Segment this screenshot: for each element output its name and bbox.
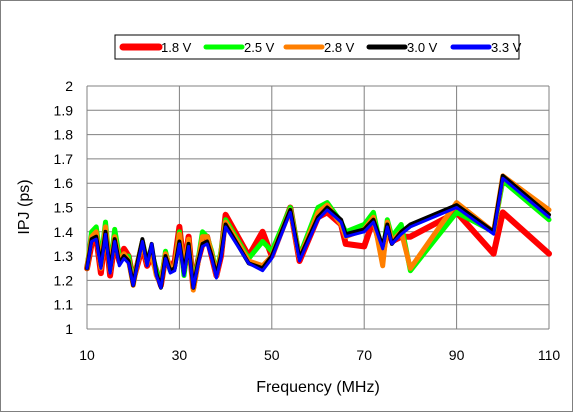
legend-label: 1.8 V xyxy=(161,40,192,55)
y-tick-label: 1.6 xyxy=(54,175,74,191)
x-tick-label: 30 xyxy=(172,347,188,363)
y-tick-label: 1.5 xyxy=(54,200,74,216)
y-tick-label: 2 xyxy=(65,78,73,94)
x-tick-label: 50 xyxy=(264,347,280,363)
x-tick-label: 70 xyxy=(356,347,372,363)
x-tick-label: 110 xyxy=(538,347,561,363)
legend-label: 2.5 V xyxy=(244,40,275,55)
y-tick-label: 1.2 xyxy=(54,272,74,288)
y-axis-title: IPJ (ps) xyxy=(16,179,33,234)
series-line-3-3-V xyxy=(85,176,551,290)
y-tick-label: 1.1 xyxy=(54,297,74,313)
y-tick-label: 1.4 xyxy=(54,224,74,240)
series-layer xyxy=(84,173,552,293)
y-tick-label: 1.7 xyxy=(54,151,74,167)
y-tick-labels: 1 1.1 1.2 1.3 1.4 1.5 1.6 1.7 1.8 1.9 2 xyxy=(54,78,74,337)
y-tick-label: 1.8 xyxy=(54,127,74,143)
legend-label: 3.3 V xyxy=(491,40,522,55)
y-tick-label: 1.3 xyxy=(54,248,74,264)
y-tick-label: 1.9 xyxy=(54,102,74,118)
x-tick-label: 10 xyxy=(79,347,95,363)
legend: 1.8 V 2.5 V 2.8 V 3.0 V 3.3 V xyxy=(119,40,522,55)
x-axis-title: Frequency (MHz) xyxy=(256,379,380,396)
x-tick-labels: 10 30 50 70 90 110 xyxy=(79,347,560,363)
legend-label: 3.0 V xyxy=(407,40,438,55)
x-tick-label: 90 xyxy=(449,347,465,363)
legend-label: 2.8 V xyxy=(324,40,355,55)
y-tick-label: 1 xyxy=(65,321,73,337)
